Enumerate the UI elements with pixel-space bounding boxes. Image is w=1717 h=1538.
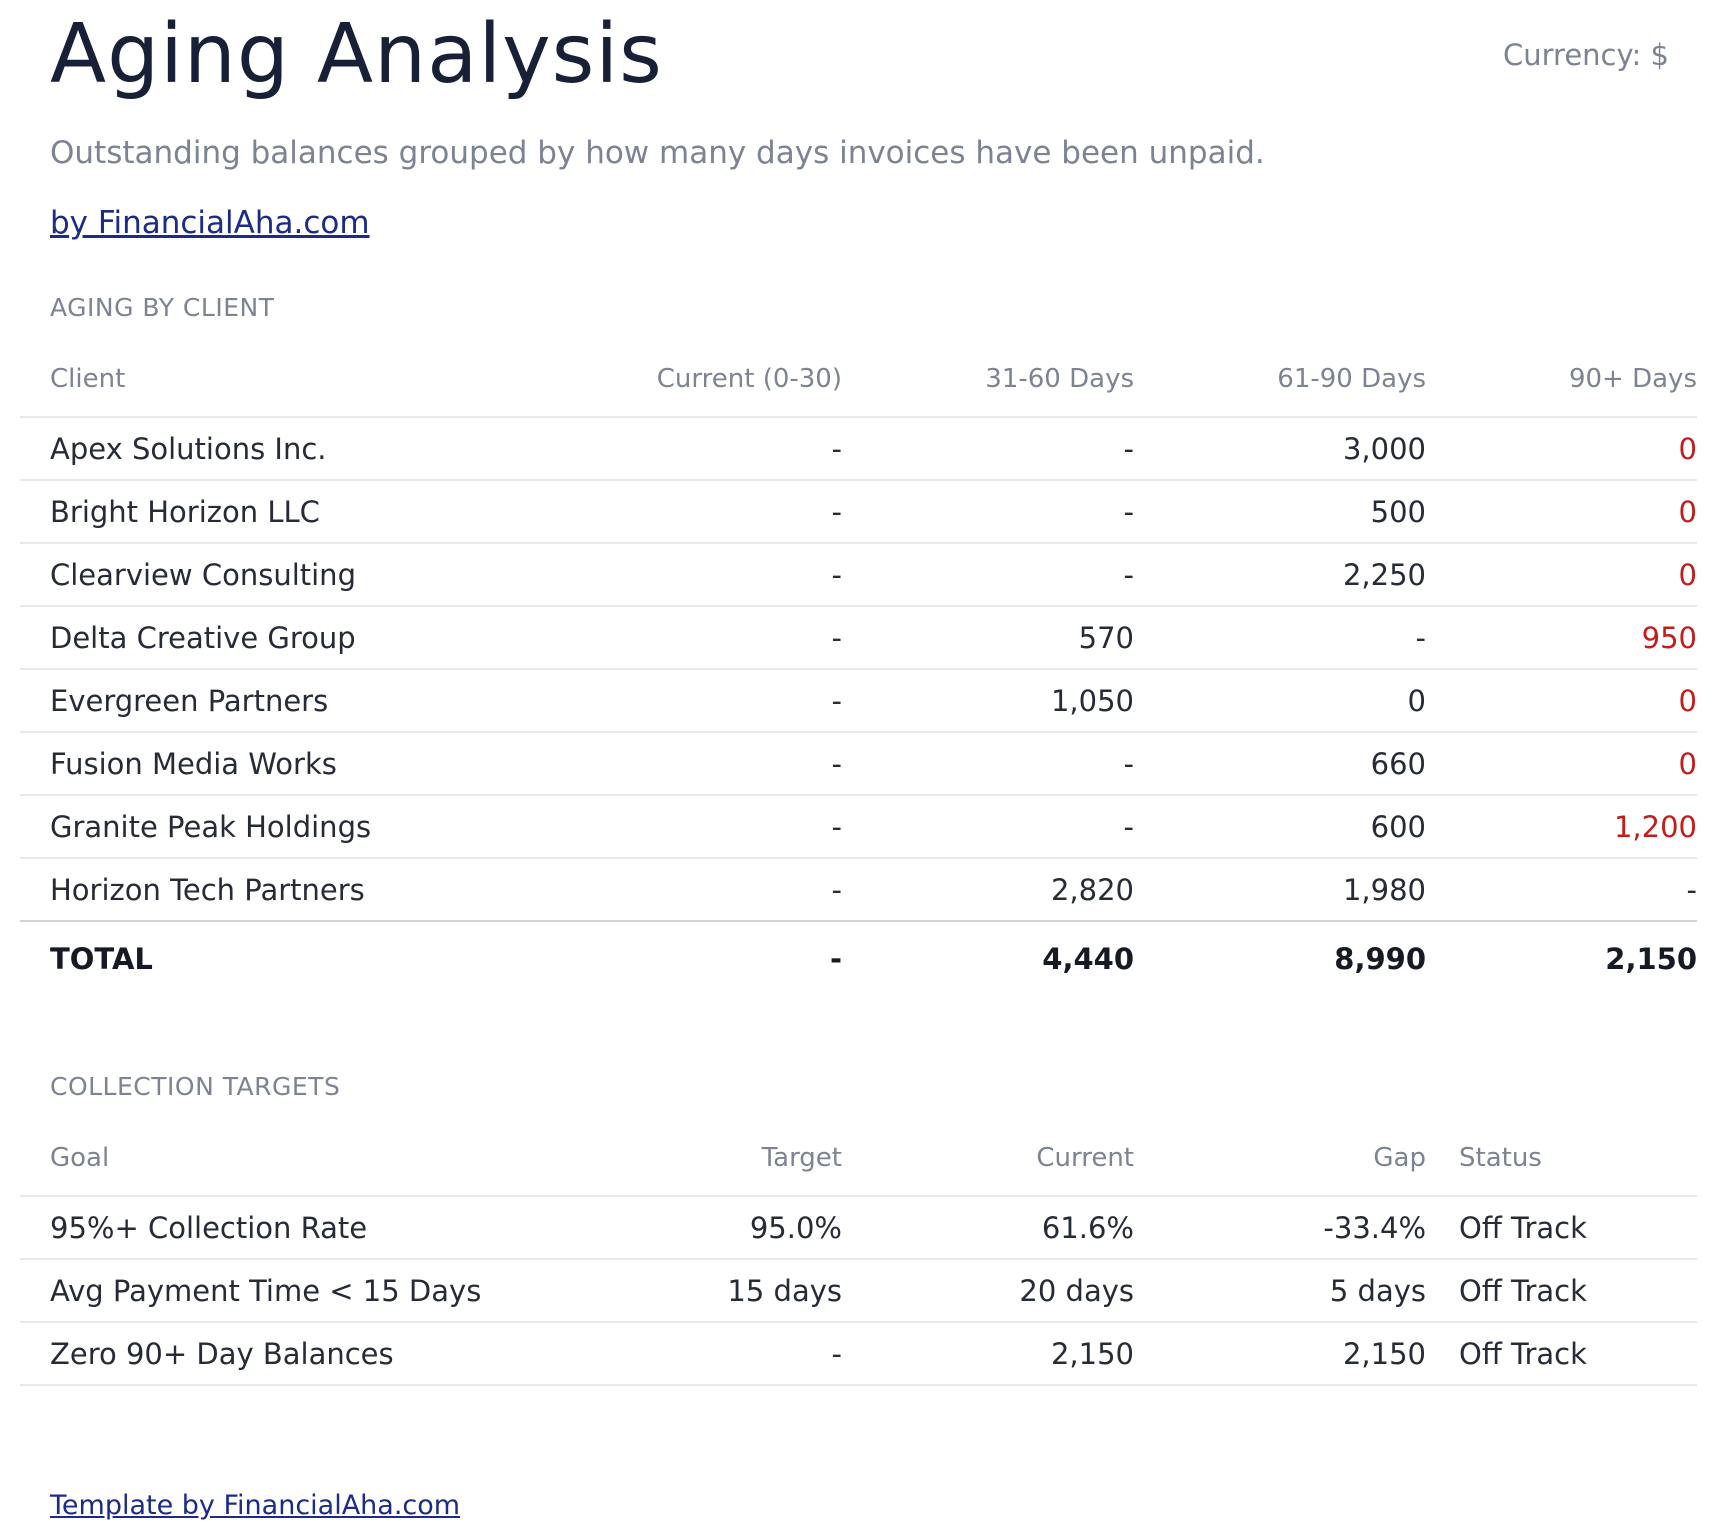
current-value: -	[831, 494, 842, 529]
d90-plus-value: 0	[1678, 683, 1697, 718]
table-row: Horizon Tech Partners - 2,820 1,980 -	[20, 859, 1697, 922]
client-name: Apex Solutions Inc.	[50, 431, 327, 466]
total-61-90: 8,990	[1334, 942, 1426, 976]
client-name: Granite Peak Holdings	[50, 809, 372, 844]
d31-60-value: -	[1123, 557, 1134, 592]
client-name: Horizon Tech Partners	[50, 872, 365, 907]
d90-plus-value: 1,200	[1613, 809, 1697, 844]
goal-name: 95%+ Collection Rate	[50, 1210, 368, 1245]
col-current: Current (0-30)	[656, 364, 842, 394]
gap-value: -33.4%	[1323, 1210, 1426, 1245]
current-value: -	[831, 809, 842, 844]
d61-90-value: 500	[1370, 494, 1426, 529]
d61-90-value: 2,250	[1342, 557, 1426, 592]
page-title: Aging Analysis	[50, 7, 663, 102]
table-row: Clearview Consulting - - 2,250 0	[20, 544, 1697, 607]
current-value: -	[831, 557, 842, 592]
current-value: 61.6%	[1041, 1210, 1134, 1245]
targets-table: Goal Target Current Gap Status 95%+ Coll…	[20, 1121, 1697, 1386]
goal-name: Zero 90+ Day Balances	[50, 1336, 394, 1371]
d61-90-value: 1,980	[1342, 872, 1426, 907]
col-goal: Goal	[50, 1143, 110, 1173]
current-value: 20 days	[1019, 1273, 1134, 1308]
client-name: Delta Creative Group	[50, 620, 356, 655]
total-label: TOTAL	[50, 942, 153, 976]
col-target: Target	[761, 1143, 842, 1173]
current-value: -	[831, 431, 842, 466]
gap-value: 5 days	[1329, 1273, 1426, 1308]
byline-link[interactable]: by FinancialAha.com	[50, 205, 370, 241]
target-value: -	[831, 1336, 842, 1371]
d90-plus-value: 0	[1678, 494, 1697, 529]
client-name: Clearview Consulting	[50, 557, 356, 592]
col-status: Status	[1459, 1143, 1542, 1173]
current-value: -	[831, 620, 842, 655]
targets-table-header: Goal Target Current Gap Status	[20, 1121, 1697, 1197]
gap-value: 2,150	[1342, 1336, 1426, 1371]
col-client: Client	[50, 364, 126, 394]
col-90-plus: 90+ Days	[1568, 364, 1697, 394]
d61-90-value: 3,000	[1342, 431, 1426, 466]
aging-section-label: AGING BY CLIENT	[50, 293, 275, 322]
d61-90-value: -	[1415, 620, 1426, 655]
d90-plus-value: 0	[1678, 431, 1697, 466]
client-name: Bright Horizon LLC	[50, 494, 320, 529]
current-value: 2,150	[1050, 1336, 1134, 1371]
d31-60-value: -	[1123, 494, 1134, 529]
table-row: Avg Payment Time < 15 Days 15 days 20 da…	[20, 1260, 1697, 1323]
current-value: -	[831, 872, 842, 907]
aging-table: Client Current (0-30) 31-60 Days 61-90 D…	[20, 342, 1697, 996]
col-current: Current	[1036, 1143, 1134, 1173]
table-row: Evergreen Partners - 1,050 0 0	[20, 670, 1697, 733]
table-row: Zero 90+ Day Balances - 2,150 2,150 Off …	[20, 1323, 1697, 1386]
current-value: -	[831, 683, 842, 718]
d31-60-value: -	[1123, 809, 1134, 844]
status-value: Off Track	[1459, 1336, 1587, 1371]
d31-60-value: 570	[1078, 620, 1134, 655]
d90-plus-value: 0	[1678, 557, 1697, 592]
table-row: Apex Solutions Inc. - - 3,000 0	[20, 418, 1697, 481]
total-current: -	[829, 942, 842, 976]
goal-name: Avg Payment Time < 15 Days	[50, 1273, 482, 1308]
status-value: Off Track	[1459, 1273, 1587, 1308]
targets-section-label: COLLECTION TARGETS	[50, 1072, 341, 1101]
table-row: Bright Horizon LLC - - 500 0	[20, 481, 1697, 544]
table-row: 95%+ Collection Rate 95.0% 61.6% -33.4% …	[20, 1197, 1697, 1260]
table-row: Granite Peak Holdings - - 600 1,200	[20, 796, 1697, 859]
client-name: Fusion Media Works	[50, 746, 337, 781]
table-row: Fusion Media Works - - 660 0	[20, 733, 1697, 796]
d31-60-value: 1,050	[1050, 683, 1134, 718]
total-row: TOTAL - 4,440 8,990 2,150	[20, 920, 1697, 996]
current-value: -	[831, 746, 842, 781]
col-gap: Gap	[1373, 1143, 1426, 1173]
d90-plus-value: 950	[1641, 620, 1697, 655]
total-31-60: 4,440	[1042, 942, 1134, 976]
d31-60-value: -	[1123, 431, 1134, 466]
page-subtitle: Outstanding balances grouped by how many…	[50, 135, 1265, 171]
target-value: 15 days	[727, 1273, 842, 1308]
footer-template-link[interactable]: Template by FinancialAha.com	[50, 1490, 461, 1521]
status-value: Off Track	[1459, 1210, 1587, 1245]
d31-60-value: -	[1123, 746, 1134, 781]
d90-plus-value: -	[1686, 872, 1697, 907]
total-90-plus: 2,150	[1605, 942, 1697, 976]
d61-90-value: 600	[1370, 809, 1426, 844]
currency-label: Currency: $	[1503, 38, 1669, 72]
col-31-60: 31-60 Days	[985, 364, 1134, 394]
d31-60-value: 2,820	[1050, 872, 1134, 907]
d90-plus-value: 0	[1678, 746, 1697, 781]
aging-table-header: Client Current (0-30) 31-60 Days 61-90 D…	[20, 342, 1697, 418]
table-row: Delta Creative Group - 570 - 950	[20, 607, 1697, 670]
d61-90-value: 0	[1407, 683, 1426, 718]
target-value: 95.0%	[749, 1210, 842, 1245]
col-61-90: 61-90 Days	[1277, 364, 1426, 394]
client-name: Evergreen Partners	[50, 683, 329, 718]
d61-90-value: 660	[1370, 746, 1426, 781]
